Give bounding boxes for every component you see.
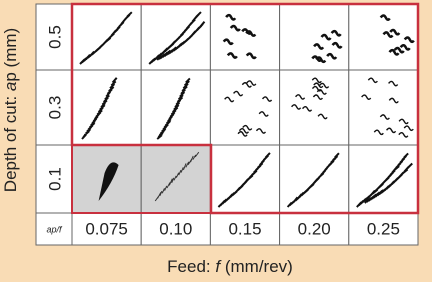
column-label: 0.20 xyxy=(298,219,331,238)
corner-label: ap/f xyxy=(46,224,63,234)
y-label-symbol: a xyxy=(1,82,20,91)
y-label-suffix: p (mm) xyxy=(1,28,20,82)
chip-cell xyxy=(141,145,210,213)
column-label: 0.25 xyxy=(367,219,400,238)
row-label: 0.5 xyxy=(45,25,64,49)
column-label: 0.10 xyxy=(159,219,192,238)
figure: 0.5 0.3 0.1 ap/f 0.075 0.10 0.15 0.20 0.25 Depth… xyxy=(0,0,432,282)
chip-cell xyxy=(280,70,349,145)
y-label-prefix: Depth of cut: xyxy=(1,91,20,192)
chip-cell xyxy=(210,70,279,145)
column-label: 0.075 xyxy=(85,219,128,238)
row-label: 0.3 xyxy=(45,96,64,120)
x-label-suffix: (mm/rev) xyxy=(220,257,293,276)
column-label: 0.15 xyxy=(228,219,261,238)
row-label: 0.1 xyxy=(45,167,64,191)
x-axis-label: Feed: f (mm/rev) xyxy=(167,257,293,276)
y-axis-label: Depth of cut: ap (mm) xyxy=(1,28,20,192)
chip-cell xyxy=(210,4,279,70)
chip-grid: 0.5 0.3 0.1 ap/f 0.075 0.10 0.15 0.20 0.25 xyxy=(36,4,418,245)
x-label-prefix: Feed: xyxy=(167,257,215,276)
chip-cell xyxy=(280,4,349,70)
chip-cell xyxy=(72,70,141,145)
chip-cell xyxy=(210,145,279,213)
